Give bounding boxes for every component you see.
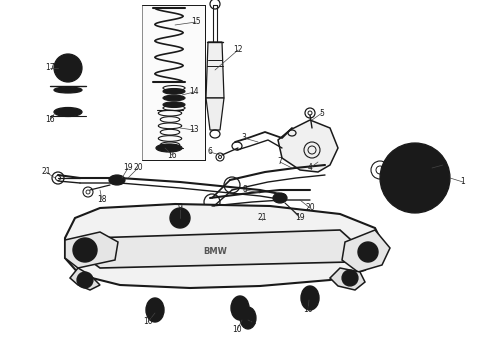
Polygon shape — [278, 120, 338, 172]
Text: 14: 14 — [189, 87, 199, 96]
Text: 20: 20 — [305, 203, 315, 212]
Text: 6: 6 — [208, 148, 213, 157]
Polygon shape — [330, 268, 365, 290]
Polygon shape — [70, 268, 100, 290]
Text: 16: 16 — [167, 150, 177, 159]
Text: 4: 4 — [308, 163, 313, 172]
Text: 13: 13 — [189, 126, 199, 135]
Text: 19: 19 — [295, 213, 305, 222]
Circle shape — [73, 238, 97, 262]
Text: 1: 1 — [461, 177, 465, 186]
Text: 9: 9 — [177, 203, 182, 212]
Ellipse shape — [54, 108, 82, 117]
Ellipse shape — [301, 286, 319, 310]
Ellipse shape — [156, 144, 182, 152]
Text: 21: 21 — [257, 213, 267, 222]
Text: 15: 15 — [191, 18, 201, 27]
Text: BMW: BMW — [203, 248, 227, 256]
Text: 8: 8 — [243, 185, 247, 194]
Polygon shape — [78, 230, 360, 268]
Circle shape — [342, 270, 358, 286]
Ellipse shape — [305, 292, 315, 304]
Ellipse shape — [163, 102, 185, 108]
Text: 7: 7 — [277, 158, 282, 166]
Text: 10: 10 — [232, 325, 242, 334]
Text: 18: 18 — [97, 195, 107, 204]
Circle shape — [380, 143, 450, 213]
Circle shape — [358, 242, 378, 262]
Ellipse shape — [240, 307, 256, 329]
Polygon shape — [65, 232, 118, 268]
Ellipse shape — [150, 304, 160, 316]
Circle shape — [77, 272, 93, 288]
Polygon shape — [206, 42, 224, 98]
Ellipse shape — [146, 298, 164, 322]
Text: 17: 17 — [45, 63, 55, 72]
Text: 20: 20 — [133, 163, 143, 172]
Ellipse shape — [236, 302, 245, 314]
Circle shape — [403, 166, 427, 190]
Text: 10: 10 — [303, 306, 313, 315]
Polygon shape — [142, 5, 205, 160]
Circle shape — [54, 54, 82, 82]
Ellipse shape — [54, 87, 82, 93]
Ellipse shape — [231, 296, 249, 320]
Text: 19: 19 — [123, 163, 133, 172]
Text: 21: 21 — [41, 167, 51, 176]
Text: 5: 5 — [319, 108, 324, 117]
Polygon shape — [206, 98, 224, 130]
Ellipse shape — [163, 95, 185, 101]
Text: 16: 16 — [45, 116, 55, 125]
Ellipse shape — [273, 193, 287, 203]
Text: 10: 10 — [143, 318, 153, 327]
Text: 3: 3 — [242, 134, 246, 143]
Text: 2: 2 — [441, 161, 445, 170]
Circle shape — [170, 208, 190, 228]
Polygon shape — [65, 204, 385, 288]
Text: 12: 12 — [233, 45, 243, 54]
Text: 11: 11 — [247, 318, 257, 327]
Polygon shape — [342, 230, 390, 272]
Ellipse shape — [163, 89, 185, 94]
Ellipse shape — [109, 175, 125, 185]
